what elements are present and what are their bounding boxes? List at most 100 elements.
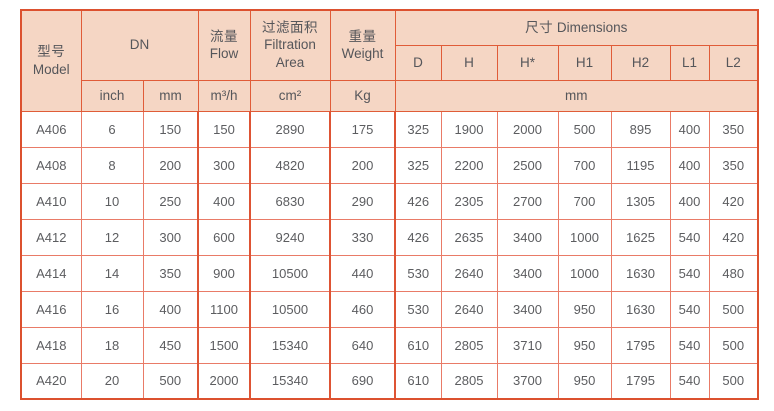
cell: 440 (329, 254, 396, 292)
cell: 2200 (440, 146, 498, 184)
cell: 10500 (249, 254, 331, 292)
cell: 1000 (557, 218, 612, 256)
table-row: A418 18 450 1500 15340 640 610 2805 3710… (20, 326, 759, 364)
cell: 500 (708, 362, 759, 400)
cell: 3400 (496, 218, 559, 256)
cell: 450 (142, 326, 199, 364)
cell: 250 (142, 182, 199, 220)
header-filtration-en2: Area (275, 55, 305, 71)
cell: 530 (394, 290, 442, 328)
cell: 12 (80, 218, 144, 256)
table-row: A408 8 200 300 4820 200 325 2200 2500 70… (20, 146, 759, 184)
cell: 400 (669, 182, 710, 220)
header-row-units: inch mm m³/h cm² Kg mm (21, 79, 759, 112)
header-dim-h2: H2 (610, 44, 671, 81)
cell: 2500 (496, 146, 559, 184)
cell-model: A420 (20, 362, 82, 400)
cell: 426 (394, 218, 442, 256)
cell: 3710 (496, 326, 559, 364)
cell: 1000 (557, 254, 612, 292)
cell: 300 (142, 218, 199, 256)
cell-model: A414 (20, 254, 82, 292)
cell-model: A408 (20, 146, 82, 184)
table-row: A410 10 250 400 6830 290 426 2305 2700 7… (20, 182, 759, 220)
cell: 600 (197, 218, 251, 256)
cell: 15340 (249, 362, 331, 400)
cell: 10 (80, 182, 144, 220)
header-model: 型号 Model (20, 9, 82, 112)
cell: 200 (142, 146, 199, 184)
cell: 4820 (249, 146, 331, 184)
cell: 690 (329, 362, 396, 400)
cell: 150 (142, 110, 199, 148)
unit-dimensions: mm (394, 79, 759, 112)
table-row: A406 6 150 150 2890 175 325 1900 2000 50… (20, 110, 759, 148)
cell: 20 (80, 362, 144, 400)
cell: 400 (142, 290, 199, 328)
spec-table-container: 型号 Model DN 流量 Flow 过滤面积 Filtration Area… (20, 9, 760, 400)
cell: 15340 (249, 326, 331, 364)
cell: 700 (557, 146, 612, 184)
header-dim-h: H (440, 44, 498, 81)
header-weight-en: Weight (341, 46, 384, 62)
cell: 700 (557, 182, 612, 220)
cell: 350 (142, 254, 199, 292)
cell: 950 (557, 362, 612, 400)
cell: 2305 (440, 182, 498, 220)
header-dim-hstar: H* (496, 44, 559, 81)
unit-filtration: cm² (249, 79, 331, 112)
cell: 300 (197, 146, 251, 184)
cell: 895 (610, 110, 671, 148)
cell: 400 (669, 146, 710, 184)
cell: 400 (669, 110, 710, 148)
table-row: A420 20 500 2000 15340 690 610 2805 3700… (20, 362, 759, 400)
cell: 480 (708, 254, 759, 292)
header-model-zh: 型号 (37, 44, 66, 60)
cell: 2640 (440, 290, 498, 328)
cell: 500 (708, 326, 759, 364)
cell: 1625 (610, 218, 671, 256)
cell: 16 (80, 290, 144, 328)
cell: 2700 (496, 182, 559, 220)
cell: 420 (708, 218, 759, 256)
cell: 3400 (496, 290, 559, 328)
header-dimensions-en: Dimensions (556, 19, 628, 35)
cell: 1305 (610, 182, 671, 220)
unit-dn-mm: mm (142, 79, 199, 112)
cell: 2000 (197, 362, 251, 400)
cell: 426 (394, 182, 442, 220)
header-flow-zh: 流量 (210, 28, 238, 44)
header-flow: 流量 Flow (197, 9, 251, 81)
table-row: A412 12 300 600 9240 330 426 2635 3400 1… (20, 218, 759, 256)
header-dim-l1: L1 (669, 44, 710, 81)
cell: 500 (557, 110, 612, 148)
header-dimensions: 尺寸 Dimensions (394, 9, 759, 46)
header-dim-h1: H1 (557, 44, 612, 81)
cell-model: A406 (20, 110, 82, 148)
cell: 1630 (610, 290, 671, 328)
cell: 6 (80, 110, 144, 148)
cell: 1795 (610, 362, 671, 400)
cell: 2640 (440, 254, 498, 292)
cell-model: A412 (20, 218, 82, 256)
cell: 640 (329, 326, 396, 364)
table-row: A414 14 350 900 10500 440 530 2640 3400 … (20, 254, 759, 292)
cell: 540 (669, 326, 710, 364)
cell: 540 (669, 362, 710, 400)
unit-flow: m³/h (197, 79, 251, 112)
cell: 18 (80, 326, 144, 364)
cell: 500 (708, 290, 759, 328)
cell: 900 (197, 254, 251, 292)
cell: 950 (557, 326, 612, 364)
cell: 175 (329, 110, 396, 148)
cell: 8 (80, 146, 144, 184)
cell: 325 (394, 110, 442, 148)
header-dim-l2: L2 (708, 44, 759, 81)
cell: 540 (669, 254, 710, 292)
cell: 2635 (440, 218, 498, 256)
cell-model: A416 (20, 290, 82, 328)
cell: 10500 (249, 290, 331, 328)
header-filtration: 过滤面积 Filtration Area (249, 9, 331, 81)
cell: 610 (394, 362, 442, 400)
header-model-en: Model (32, 61, 70, 77)
